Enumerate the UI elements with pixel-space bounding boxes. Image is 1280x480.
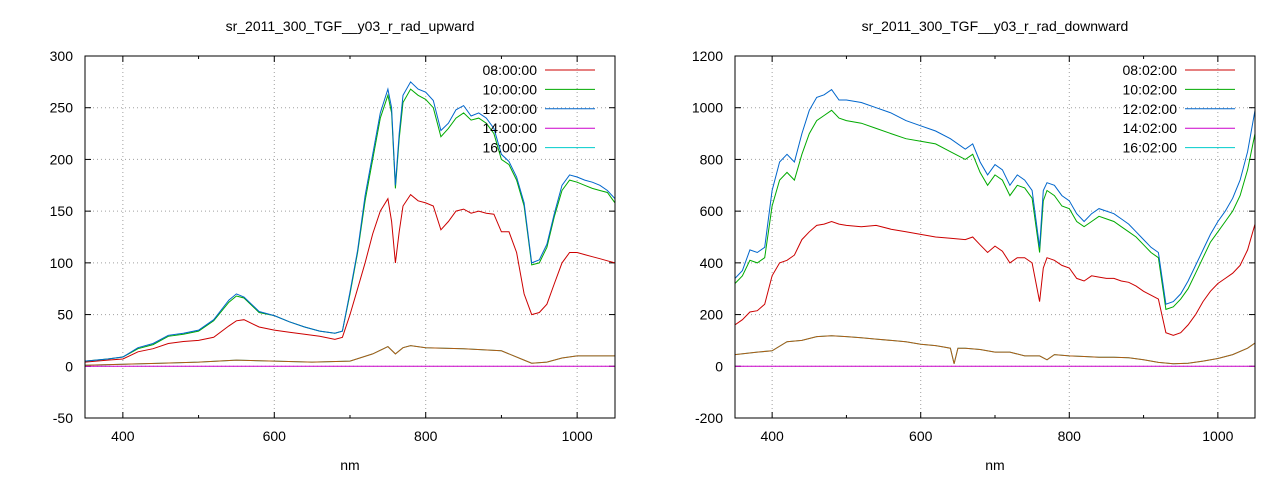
series-line-12-00-00: [85, 81, 615, 362]
plot-frame: [734, 55, 1256, 419]
x-tick-label: 1000: [562, 428, 593, 444]
chart-upward: sr_2011_300_TGF__y03_r_rad_upward 400 600 8…: [50, 18, 616, 473]
y-tick-label: 200: [700, 307, 724, 323]
x-axis-label: nm: [985, 457, 1004, 473]
y-tick-label: 600: [700, 203, 724, 219]
x-tick-label: 800: [1058, 428, 1082, 444]
x-tick-label: 600: [909, 428, 933, 444]
legend-label: 10:00:00: [483, 81, 538, 97]
y-tick-label: 0: [65, 358, 73, 374]
x-tick-label: 1000: [1202, 428, 1233, 444]
series-line-12-02-00: [735, 88, 1255, 305]
chart-downward: sr_2011_300_TGF__y03_r_rad_downward 400 60…: [692, 18, 1256, 473]
legend-label: 08:00:00: [483, 62, 538, 78]
y-tick-label: -200: [695, 410, 723, 426]
series-line-08-00-00: [85, 193, 615, 363]
legend: 08:02:00 10:02:00 12:02:00 14:02:00 16:02:00: [1123, 62, 1235, 156]
x-tick-label: 600: [263, 428, 287, 444]
y-tick-label: 250: [50, 100, 74, 116]
series-line-16-02-00: [735, 335, 1255, 365]
x-tick-label: 800: [414, 428, 438, 444]
legend-label: 16:02:00: [1123, 140, 1178, 156]
y-tick-label: 100: [50, 255, 74, 271]
y-tick-label: 200: [50, 151, 74, 167]
y-tick-label: 50: [57, 307, 73, 323]
plot-area: [85, 81, 615, 367]
x-tick-label: 400: [760, 428, 784, 444]
y-tick-label: 1000: [692, 100, 723, 116]
legend-label: 14:02:00: [1123, 120, 1178, 136]
legend-label: 12:02:00: [1123, 101, 1178, 117]
plot-frame: [84, 55, 616, 419]
series-line-08-02-00: [735, 220, 1255, 336]
chart-title: sr_2011_300_TGF__y03_r_rad_downward: [862, 18, 1129, 34]
series-line-overlay: [735, 335, 1255, 365]
series-line-10-00-00: [85, 88, 615, 362]
plot-area: [735, 88, 1255, 367]
y-tick-label: 400: [700, 255, 724, 271]
y-tick-label: 300: [50, 48, 74, 64]
legend-label: 10:02:00: [1123, 81, 1178, 97]
series-line-overlay: [85, 345, 615, 366]
y-tick-label: 0: [715, 358, 723, 374]
chart-title: sr_2011_300_TGF__y03_r_rad_upward: [226, 18, 475, 34]
y-tick-label: -50: [53, 410, 73, 426]
legend-label: 16:00:00: [483, 140, 538, 156]
series-line-16-00-00: [85, 345, 615, 366]
legend-label: 12:00:00: [483, 101, 538, 117]
legend-label: 08:02:00: [1123, 62, 1178, 78]
x-tick-label: 400: [111, 428, 135, 444]
x-axis-label: nm: [340, 457, 359, 473]
legend: 08:00:00 10:00:00 12:00:00 14:00:00 16:00:00: [483, 62, 595, 156]
legend-label: 14:00:00: [483, 120, 538, 136]
y-tick-label: 150: [50, 203, 74, 219]
y-tick-label: 1200: [692, 48, 723, 64]
y-tick-label: 800: [700, 151, 724, 167]
series-line-10-02-00: [735, 109, 1255, 311]
